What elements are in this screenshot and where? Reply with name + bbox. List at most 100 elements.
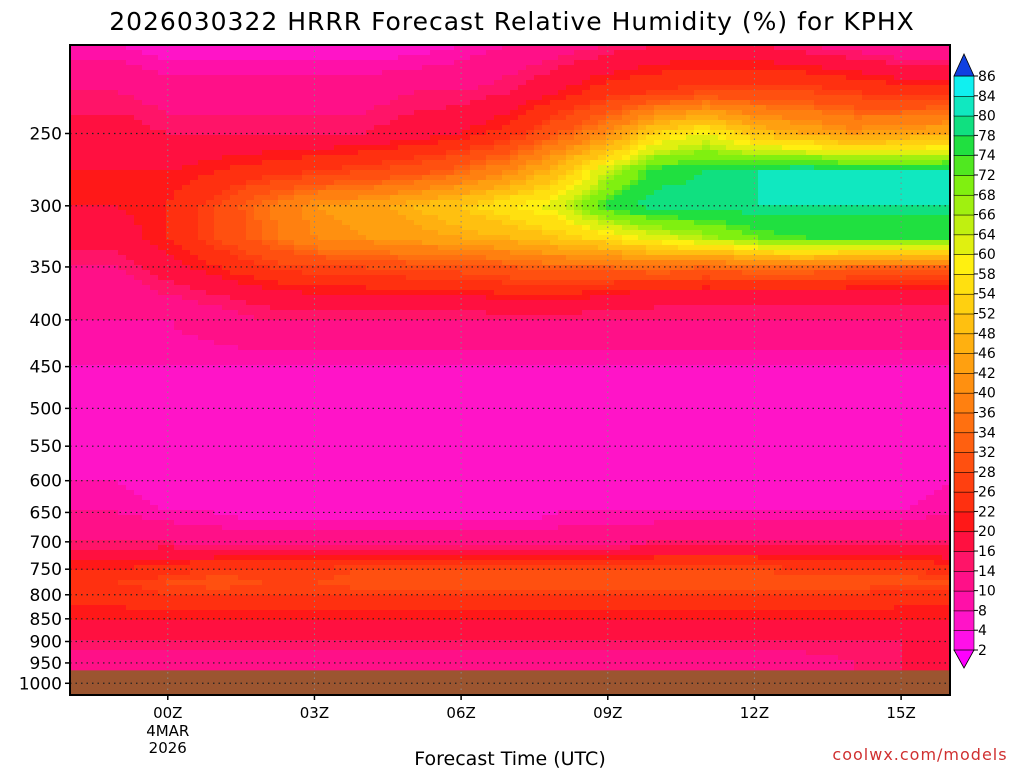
heat-cell	[222, 180, 231, 186]
heat-cell	[110, 235, 119, 241]
heat-cell	[478, 200, 487, 206]
heat-cell	[174, 240, 183, 246]
heat-cell	[430, 160, 439, 166]
heat-cell	[246, 45, 255, 51]
heat-cell	[838, 85, 847, 91]
heat-cell	[118, 125, 127, 131]
heat-cell	[454, 215, 463, 221]
heat-cell	[302, 50, 311, 56]
heat-cell	[222, 135, 231, 141]
heat-cell	[534, 265, 543, 271]
heat-cell	[294, 95, 303, 101]
heat-cell	[934, 220, 943, 226]
heat-cell	[102, 255, 111, 261]
heat-cell	[886, 60, 895, 66]
heat-cell	[934, 110, 943, 116]
heat-cell	[286, 55, 295, 61]
heat-cell	[646, 240, 655, 246]
heat-cell	[182, 135, 191, 141]
heat-cell	[902, 250, 911, 256]
heat-cell	[318, 200, 327, 206]
heat-cell	[734, 240, 743, 246]
heat-cell	[390, 190, 399, 196]
heat-cell	[366, 80, 375, 86]
heat-cell	[246, 185, 255, 191]
heat-cell	[198, 245, 207, 251]
heat-cell	[550, 130, 559, 136]
heat-cell	[942, 95, 950, 101]
heat-cell	[894, 100, 903, 106]
heat-cell	[374, 185, 383, 191]
heat-cell	[710, 50, 719, 56]
heat-cell	[398, 115, 407, 121]
heat-cell	[470, 150, 479, 156]
heat-cell	[342, 140, 351, 146]
heat-cell	[318, 160, 327, 166]
heat-cell	[542, 240, 551, 246]
heat-cell	[398, 230, 407, 236]
heat-cell	[150, 265, 159, 271]
heat-cell	[806, 185, 815, 191]
heat-cell	[558, 95, 567, 101]
heat-cell	[190, 65, 199, 71]
heat-cell	[894, 260, 903, 266]
heat-cell	[926, 55, 935, 61]
heat-cell	[382, 195, 391, 201]
heat-cell	[94, 135, 103, 141]
heat-cell	[902, 150, 911, 156]
heat-cell	[670, 160, 679, 166]
heat-cell	[430, 90, 439, 96]
heat-cell	[702, 175, 711, 181]
heat-cell	[734, 260, 743, 266]
heat-cell	[910, 165, 919, 171]
heat-cell	[510, 70, 519, 76]
heat-cell	[838, 225, 847, 231]
heat-cell	[238, 185, 247, 191]
heat-cell	[558, 195, 567, 201]
heat-cell	[422, 175, 431, 181]
heat-cell	[566, 210, 575, 216]
heat-cell	[446, 220, 455, 226]
heat-cell	[566, 155, 575, 161]
heat-cell	[382, 165, 391, 171]
heat-cell	[510, 215, 519, 221]
heat-cell	[566, 200, 575, 206]
heat-cell	[230, 160, 239, 166]
heat-cell	[798, 105, 807, 111]
heat-cell	[630, 155, 639, 161]
heat-cell	[566, 195, 575, 201]
heat-cell	[150, 260, 159, 266]
heat-cell	[942, 165, 950, 171]
heat-cell	[886, 220, 895, 226]
heat-cell	[206, 195, 215, 201]
heat-cell	[398, 250, 407, 256]
heat-cell	[230, 70, 239, 76]
heat-cell	[582, 180, 591, 186]
heat-cell	[246, 255, 255, 261]
heat-cell	[646, 130, 655, 136]
heat-cell	[334, 45, 343, 51]
heat-cell	[742, 260, 751, 266]
heat-cell	[918, 225, 927, 231]
heat-cell	[854, 175, 863, 181]
heat-cell	[630, 230, 639, 236]
heat-cell	[278, 70, 287, 76]
heat-cell	[430, 155, 439, 161]
heat-cell	[766, 75, 775, 81]
heat-cell	[670, 165, 679, 171]
heat-cell	[486, 85, 495, 91]
heat-cell	[334, 95, 343, 101]
heat-cell	[430, 230, 439, 236]
heat-cell	[822, 70, 831, 76]
heat-cell	[918, 180, 927, 186]
heat-cell	[606, 250, 615, 256]
heat-cell	[630, 50, 639, 56]
heat-cell	[86, 135, 95, 141]
heat-cell	[150, 240, 159, 246]
heat-cell	[502, 220, 511, 226]
heat-cell	[622, 80, 631, 86]
heat-cell	[782, 110, 791, 116]
heat-cell	[806, 45, 815, 51]
heat-cell	[526, 70, 535, 76]
heat-cell	[390, 165, 399, 171]
